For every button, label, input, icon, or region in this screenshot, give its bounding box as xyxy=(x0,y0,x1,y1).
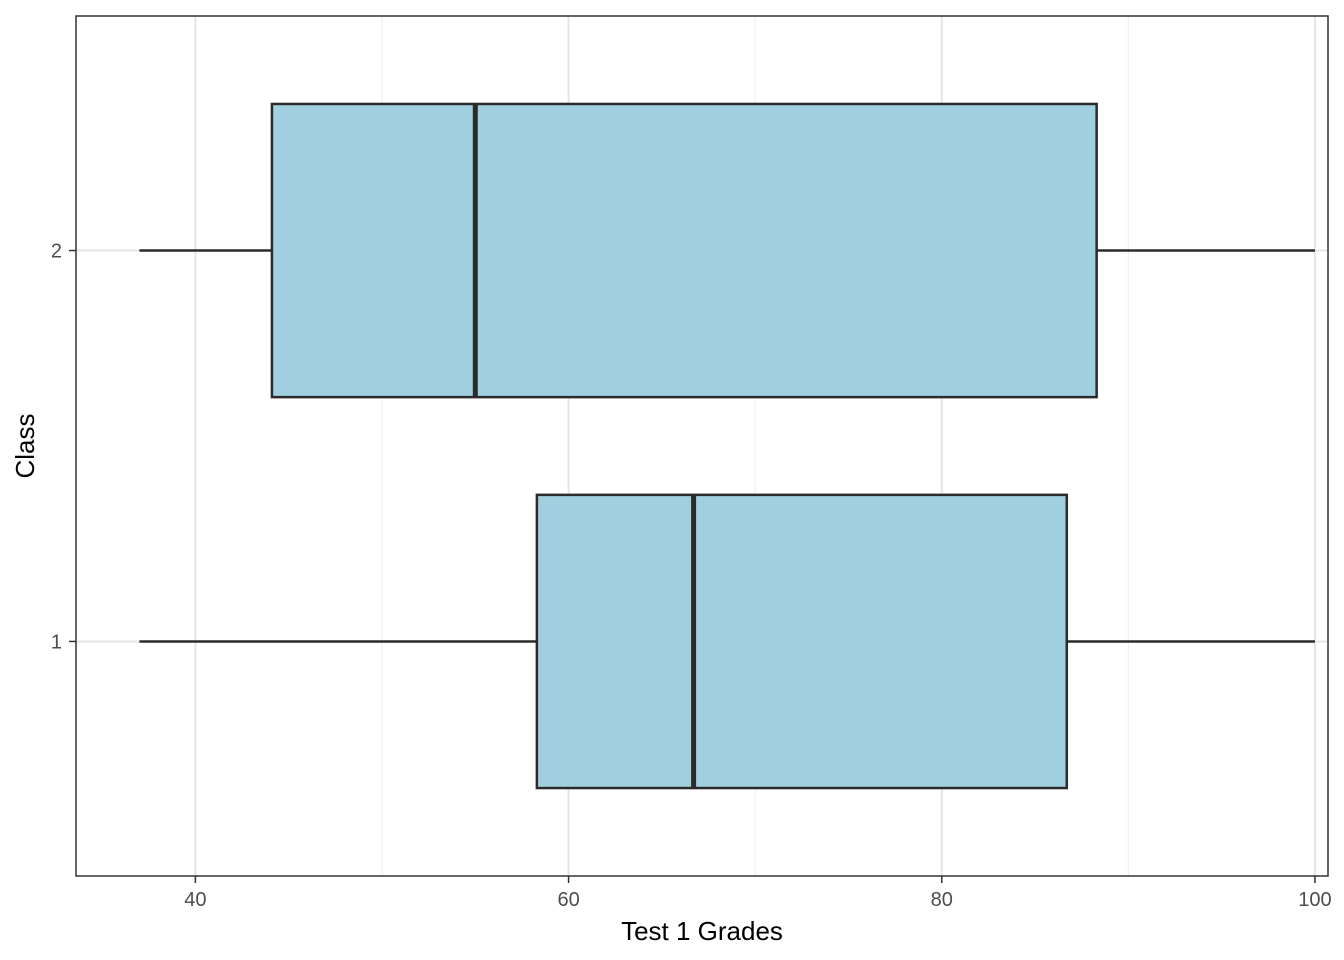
x-tick-label-40: 40 xyxy=(184,889,206,911)
boxplot-class-1 xyxy=(139,493,1315,790)
x-tick-label-80: 80 xyxy=(931,889,953,911)
y-tick-label-2: 2 xyxy=(51,241,62,263)
box-plots xyxy=(139,102,1315,790)
y-axis-title: Class xyxy=(10,413,40,478)
x-axis-title: Test 1 Grades xyxy=(621,916,783,946)
axis-ticks: 40 60 80 100 1 2 xyxy=(51,241,1332,911)
iqr-box-class-2 xyxy=(270,102,1098,399)
iqr-box-class-1 xyxy=(535,493,1069,790)
panel-border xyxy=(75,15,1329,877)
y-tick-label-1: 1 xyxy=(51,631,62,653)
boxplot-class-2 xyxy=(139,102,1315,399)
x-tick-label-100: 100 xyxy=(1298,889,1331,911)
x-tick-label-60: 60 xyxy=(557,889,579,911)
